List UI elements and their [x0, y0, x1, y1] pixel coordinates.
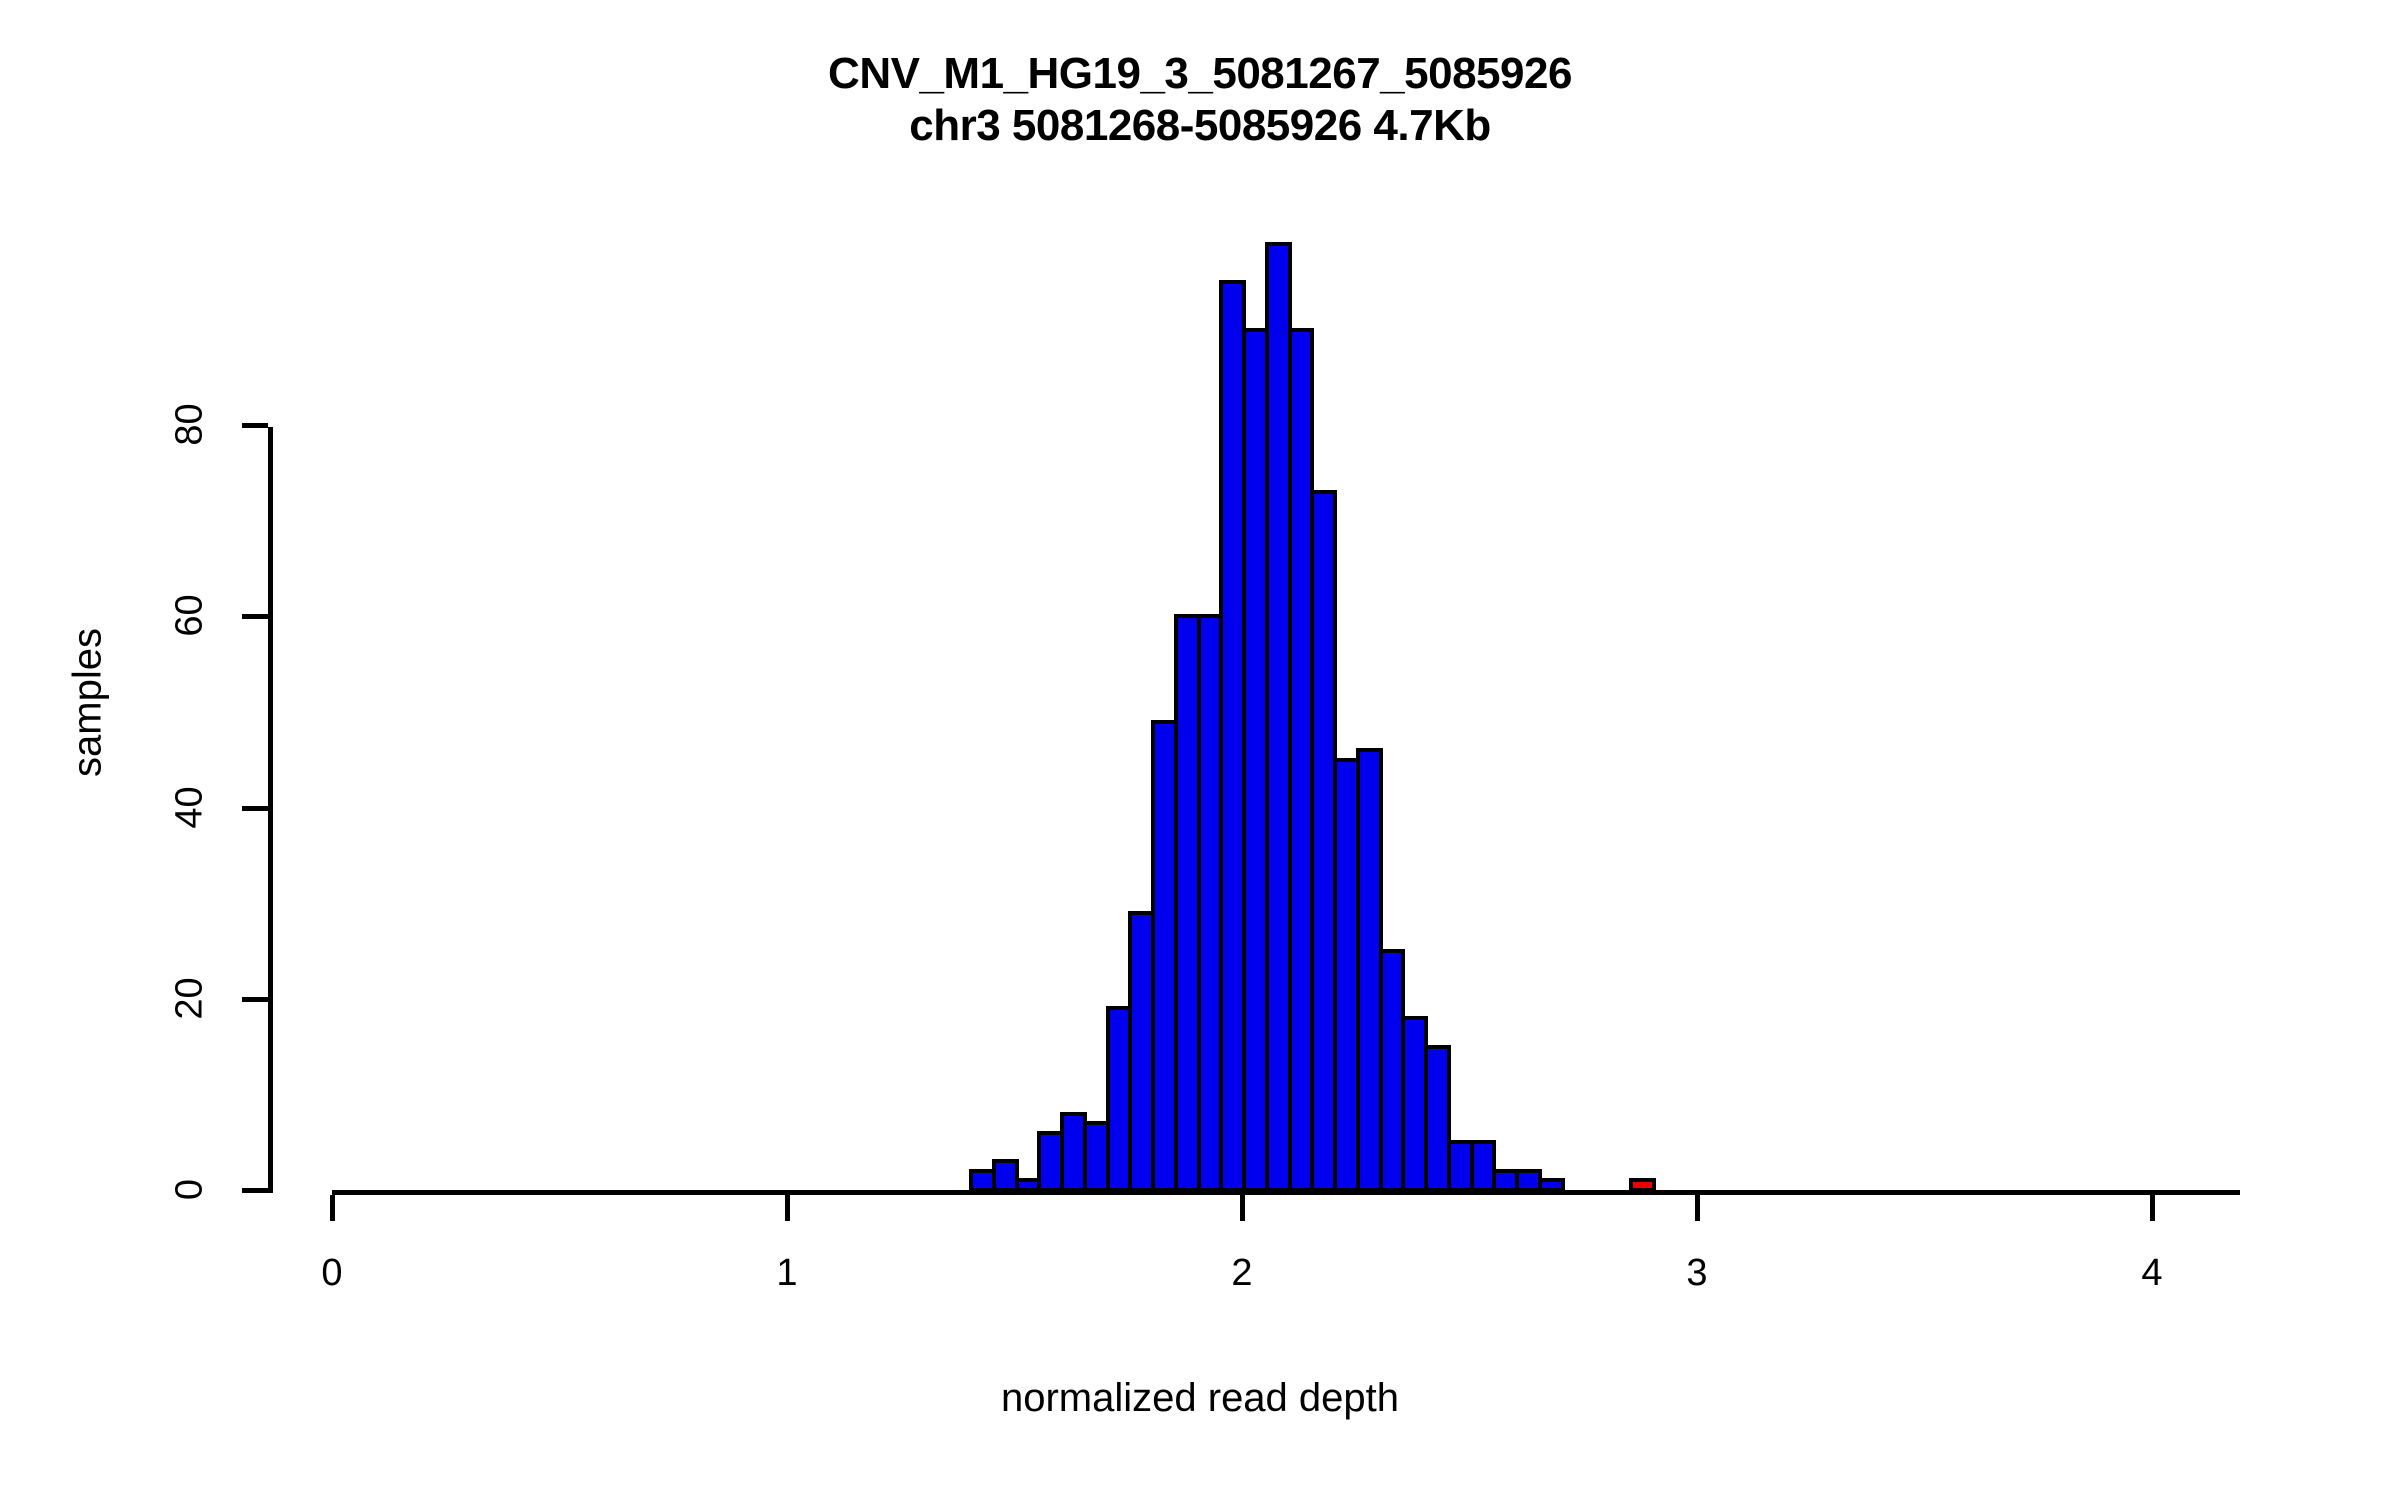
histogram-bar — [1537, 1178, 1565, 1192]
y-tick-40 — [242, 805, 268, 811]
x-tick-label-2: 2 — [1231, 1252, 1253, 1294]
x-tick-2 — [1240, 1195, 1245, 1221]
y-tick-60 — [242, 614, 268, 620]
x-tick-1 — [785, 1195, 790, 1221]
x-tick-label-3: 3 — [1686, 1252, 1708, 1294]
x-axis-label: normalized read depth — [1000, 1376, 1400, 1420]
histogram-bar — [1424, 1044, 1451, 1192]
chart-title-line1: CNV_M1_HG19_3_5081267_5085926 — [828, 49, 1572, 98]
y-axis-line — [268, 427, 273, 1193]
x-tick-label-0: 0 — [321, 1252, 343, 1294]
y-tick-20 — [242, 996, 268, 1002]
y-tick-80 — [242, 423, 268, 429]
chart-title-line2: chr3 5081268-5085926 4.7Kb — [909, 101, 1491, 150]
histogram-bar — [1469, 1140, 1497, 1192]
y-tick-0 — [242, 1188, 268, 1193]
x-tick-4 — [2150, 1195, 2155, 1221]
chart-title: CNV_M1_HG19_3_5081267_5085926 chr3 50812… — [0, 52, 2400, 148]
x-tick-3 — [1695, 1195, 1700, 1221]
x-tick-label-4: 4 — [2141, 1252, 2163, 1294]
x-tick-0 — [330, 1195, 335, 1221]
x-tick-label-1: 1 — [776, 1252, 798, 1294]
x-axis-line — [332, 1190, 2240, 1195]
histogram-bar — [991, 1159, 1019, 1192]
histogram-bar — [1628, 1178, 1656, 1192]
histogram-bar — [1037, 1130, 1064, 1192]
histogram-bar — [1242, 327, 1269, 1192]
